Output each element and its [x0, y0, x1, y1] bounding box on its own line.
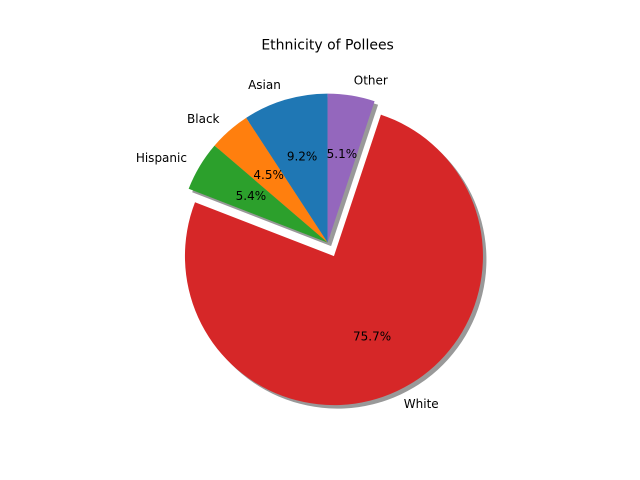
- category-label-other: Other: [354, 73, 388, 87]
- percent-label-black: 4.5%: [253, 168, 284, 182]
- slice-white: [184, 114, 483, 406]
- slice-black: [214, 117, 328, 243]
- category-label-black: Black: [187, 112, 220, 126]
- percent-label-asian: 9.2%: [287, 149, 318, 163]
- percent-label-white: 75.7%: [353, 329, 391, 343]
- slice-asian: [246, 93, 328, 243]
- percent-label-hispanic: 5.4%: [236, 189, 267, 203]
- slice-hispanic: [188, 145, 328, 243]
- category-label-hispanic: Hispanic: [136, 151, 187, 165]
- category-label-asian: Asian: [248, 78, 281, 92]
- pie-slices: [184, 93, 483, 406]
- percent-label-other: 5.1%: [327, 147, 358, 161]
- category-label-white: White: [404, 397, 439, 411]
- chart-title: Ethnicity of Pollees: [261, 38, 394, 54]
- slice-labels: Asian 9.2% Black 4.5% Hispanic 5.4% White 75.7%…: [136, 73, 439, 411]
- slice-other: [327, 93, 375, 243]
